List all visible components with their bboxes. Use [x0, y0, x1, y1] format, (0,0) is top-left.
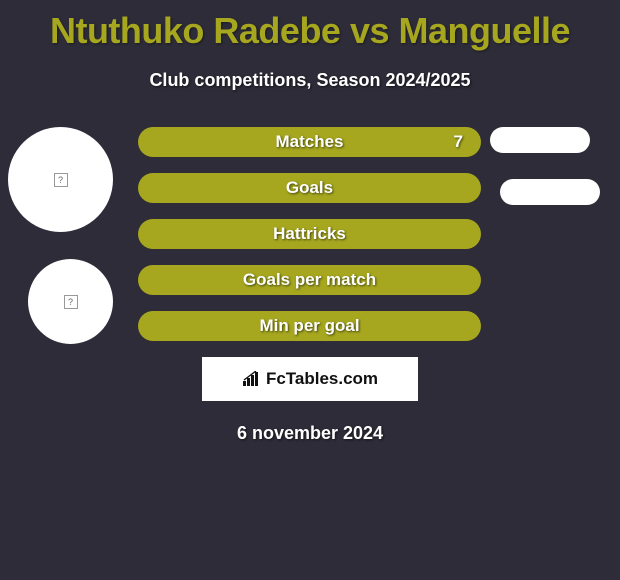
side-pill-2: [500, 179, 600, 205]
bar-chart-icon: [242, 371, 262, 387]
stat-bar-goals: Goals: [138, 173, 481, 203]
stats-bars: Matches 7 Goals Hattricks Goals per matc…: [138, 127, 481, 341]
image-placeholder-icon: ?: [54, 173, 68, 187]
player1-avatar: ?: [8, 127, 113, 232]
page-title: Ntuthuko Radebe vs Manguelle: [0, 0, 620, 52]
player2-avatar: ?: [28, 259, 113, 344]
comparison-content: ? ? Matches 7 Goals Hattricks Goals per …: [0, 127, 620, 444]
stat-label: Goals per match: [243, 270, 376, 290]
stat-bar-goals-per-match: Goals per match: [138, 265, 481, 295]
stat-label: Goals: [286, 178, 333, 198]
brand-box[interactable]: FcTables.com: [202, 357, 418, 401]
brand-text: FcTables.com: [266, 369, 378, 389]
stat-label: Min per goal: [259, 316, 359, 336]
stat-bar-matches: Matches 7: [138, 127, 481, 157]
stat-label: Hattricks: [273, 224, 346, 244]
date-label: 6 november 2024: [0, 423, 620, 444]
stat-label: Matches: [275, 132, 343, 152]
brand-label: FcTables.com: [242, 369, 378, 389]
stat-bar-hattricks: Hattricks: [138, 219, 481, 249]
stat-value: 7: [454, 132, 463, 152]
stat-bar-min-per-goal: Min per goal: [138, 311, 481, 341]
subtitle: Club competitions, Season 2024/2025: [0, 70, 620, 91]
side-pill-1: [490, 127, 590, 153]
image-placeholder-icon: ?: [64, 295, 78, 309]
